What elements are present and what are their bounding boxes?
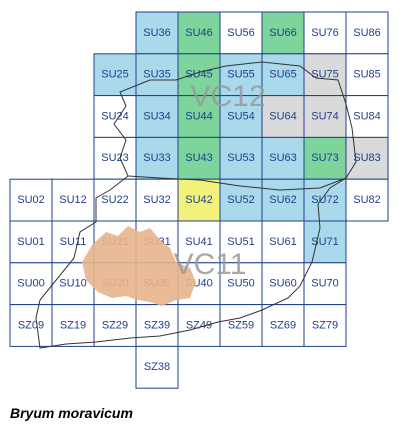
square-label: SU86 [353,27,381,39]
region-label: VC11 [174,248,247,281]
square-label: SU32 [143,194,171,206]
grid-square [303,220,347,264]
grid-square [261,262,305,306]
square-label: SU60 [269,278,297,290]
square-label: SU25 [101,69,129,81]
square-label: SU53 [227,152,255,164]
square-label: SZ79 [312,319,338,331]
grid-square [261,304,305,347]
region-label: VC12 [190,80,265,113]
square-label: SU63 [269,152,297,164]
square-label: SU01 [17,236,45,248]
grid: SU36 SU46 SU56 SU66 SU76 SU86 SU25 SU35 SU45 SU55… [9,11,389,389]
square-label: SU02 [17,194,45,206]
square-label: SU10 [59,278,87,290]
square-label: SU44 [185,110,213,122]
square-label: SU61 [269,236,297,248]
square-label: SU22 [101,194,129,206]
vc-boundary [127,175,347,191]
square-label: SZ09 [18,319,44,331]
square-label: SU46 [185,27,213,39]
square-label: SU85 [353,69,381,81]
square-label: SU50 [227,278,255,290]
grid-square [219,220,263,264]
square-label: SU34 [143,110,171,122]
square-label: SU73 [311,152,339,164]
square-label: SZ69 [270,319,296,331]
square-label: SU35 [143,69,171,81]
grid-square [261,136,305,180]
square-label: SU23 [101,152,129,164]
grid-square [135,53,179,97]
grid-square [303,304,347,347]
square-label: SU72 [311,194,339,206]
species-caption: Bryum moravicum [10,405,133,421]
grid-square [135,11,179,55]
square-label: SU51 [227,236,255,248]
grid-square [345,178,389,222]
square-label: SU76 [311,27,339,39]
grid-square [9,262,53,306]
grid-square [219,136,263,180]
grid-square [303,262,347,306]
grid-square [177,136,221,180]
square-label: SU74 [311,110,339,122]
square-label: SU84 [353,110,381,122]
grid-square [345,11,389,55]
grid-square [135,136,179,180]
grid-square [9,304,53,347]
square-label: SU52 [227,194,255,206]
grid-square [219,304,263,347]
grid-square [219,95,263,138]
square-label: SU43 [185,152,213,164]
grid-square [9,178,53,222]
square-label: SU70 [311,278,339,290]
square-label: SZ59 [228,319,254,331]
square-label: SU42 [185,194,213,206]
square-label: SU66 [269,27,297,39]
square-label: SU62 [269,194,297,206]
square-label: SU12 [59,194,87,206]
square-label: SU54 [227,110,255,122]
grid-square [345,95,389,138]
grid-square [93,136,137,180]
square-label: SZ39 [144,319,170,331]
square-label: SZ38 [144,361,170,373]
square-label: SU56 [227,27,255,39]
square-label: SU65 [269,69,297,81]
square-label: SU83 [353,152,381,164]
square-label: SZ29 [102,319,128,331]
county-boundary [35,61,357,349]
square-label: SU36 [143,27,171,39]
square-label: SU33 [143,152,171,164]
sand-area [82,226,196,306]
square-label: SU41 [185,236,213,248]
grid-square [51,304,95,347]
grid-square [177,11,221,55]
square-label: SU64 [269,110,297,122]
grid-square [9,220,53,264]
grid-square [261,53,305,97]
grid-square [261,95,305,138]
square-label: SZ19 [60,319,86,331]
square-label: SU71 [311,236,339,248]
square-label: SU00 [17,278,45,290]
square-label: SU75 [311,69,339,81]
square-label: SU11 [60,236,87,248]
square-label: SU24 [101,110,129,122]
grid-square [135,345,179,389]
square-label: SU45 [185,69,213,81]
square-label: SZ49 [186,319,212,331]
square-label: SU82 [353,194,381,206]
grid-square [345,53,389,97]
square-label: SU55 [227,69,255,81]
